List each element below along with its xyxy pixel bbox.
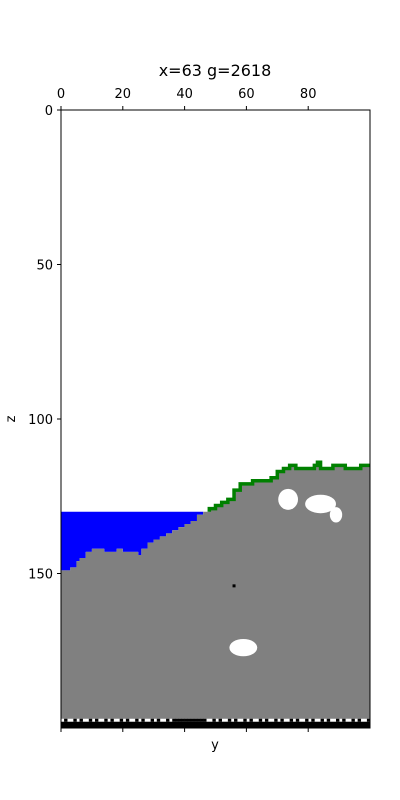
x-tick-label: 20: [115, 87, 132, 102]
bedrock-voxel: [172, 718, 176, 722]
z-tick-label: 100: [28, 413, 53, 428]
bedrock-voxel: [94, 718, 99, 722]
x-tick-label: 60: [238, 87, 255, 102]
bedrock-voxel: [135, 718, 139, 722]
bedrock-voxel: [79, 718, 83, 722]
cave-pocket: [278, 488, 299, 510]
stone-terrain: [61, 462, 370, 719]
bedrock-voxel: [110, 718, 114, 722]
bedrock-voxel: [88, 718, 93, 722]
bedrock-voxel: [249, 718, 253, 722]
bedrock-voxel: [196, 718, 201, 722]
bedrock-voxel: [73, 718, 77, 722]
x-tick-label: 40: [176, 87, 193, 102]
cave-pocket: [305, 494, 337, 514]
chart-title: x=63 g=2618: [159, 61, 272, 80]
bedrock-voxel: [264, 718, 269, 722]
bedrock-voxel: [175, 718, 179, 722]
z-tick-label: 50: [36, 259, 53, 274]
bedrock-voxel: [258, 718, 263, 722]
terrain-layer: [61, 460, 371, 728]
bedrock-voxel: [178, 718, 182, 722]
bedrock-voxel: [212, 718, 216, 722]
bedrock-voxel: [193, 718, 198, 722]
bedrock-voxel: [311, 718, 315, 722]
bedrock-voxel: [305, 718, 309, 722]
bedrock-voxel: [104, 718, 108, 722]
x-axis-label: y: [211, 738, 219, 753]
bedrock-voxel: [274, 718, 278, 722]
x-tick-label: 80: [300, 87, 317, 102]
bedrock-voxel: [342, 718, 346, 722]
bedrock-layer: [61, 721, 370, 728]
grass-layer: [207, 460, 370, 512]
z-axis-label: z: [4, 415, 19, 422]
bedrock-voxel: [184, 718, 188, 722]
bedrock-voxel: [200, 718, 204, 722]
bedrock-voxel: [227, 718, 232, 722]
bedrock-voxel: [280, 718, 284, 722]
bedrock-voxel: [243, 718, 247, 722]
z-tick-label: 150: [28, 568, 53, 583]
bedrock-voxel: [166, 718, 170, 722]
x-tick-label: 0: [57, 87, 65, 102]
bedrock-voxel: [190, 718, 195, 722]
bedrock-voxel: [326, 718, 331, 722]
bedrock-voxel: [119, 718, 124, 722]
bedrock-voxel: [351, 718, 355, 722]
z-axis-ticks: 0 50 100 150: [28, 104, 61, 583]
bedrock-voxel: [150, 718, 154, 722]
water-body: [61, 511, 204, 571]
bedrock-voxel: [203, 718, 207, 722]
bedrock-voxel: [156, 718, 161, 722]
bedrock-voxel: [357, 718, 362, 722]
cave-pocket: [229, 639, 258, 657]
bedrock-voxel: [336, 718, 340, 722]
cave-pocket: [329, 507, 343, 523]
bedrock-voxel: [187, 718, 192, 722]
bedrock-voxel: [181, 718, 185, 722]
bedrock-voxel: [295, 718, 300, 722]
bedrock-voxel: [320, 718, 324, 722]
bedrock-voxel: [218, 718, 222, 722]
bedrock-voxel: [366, 718, 371, 722]
z-tick-label: 0: [45, 104, 53, 119]
bedrock-voxel: [234, 718, 238, 722]
plot-area: [61, 110, 371, 728]
bedrock-voxel: [289, 718, 294, 722]
stray-voxel: [232, 584, 236, 588]
bedrock-voxel: [64, 718, 68, 722]
bedrock-voxel: [125, 718, 130, 722]
bedrock-voxel: [141, 718, 145, 722]
x-axis-ticks: 0 20 40 60 80: [57, 87, 317, 732]
